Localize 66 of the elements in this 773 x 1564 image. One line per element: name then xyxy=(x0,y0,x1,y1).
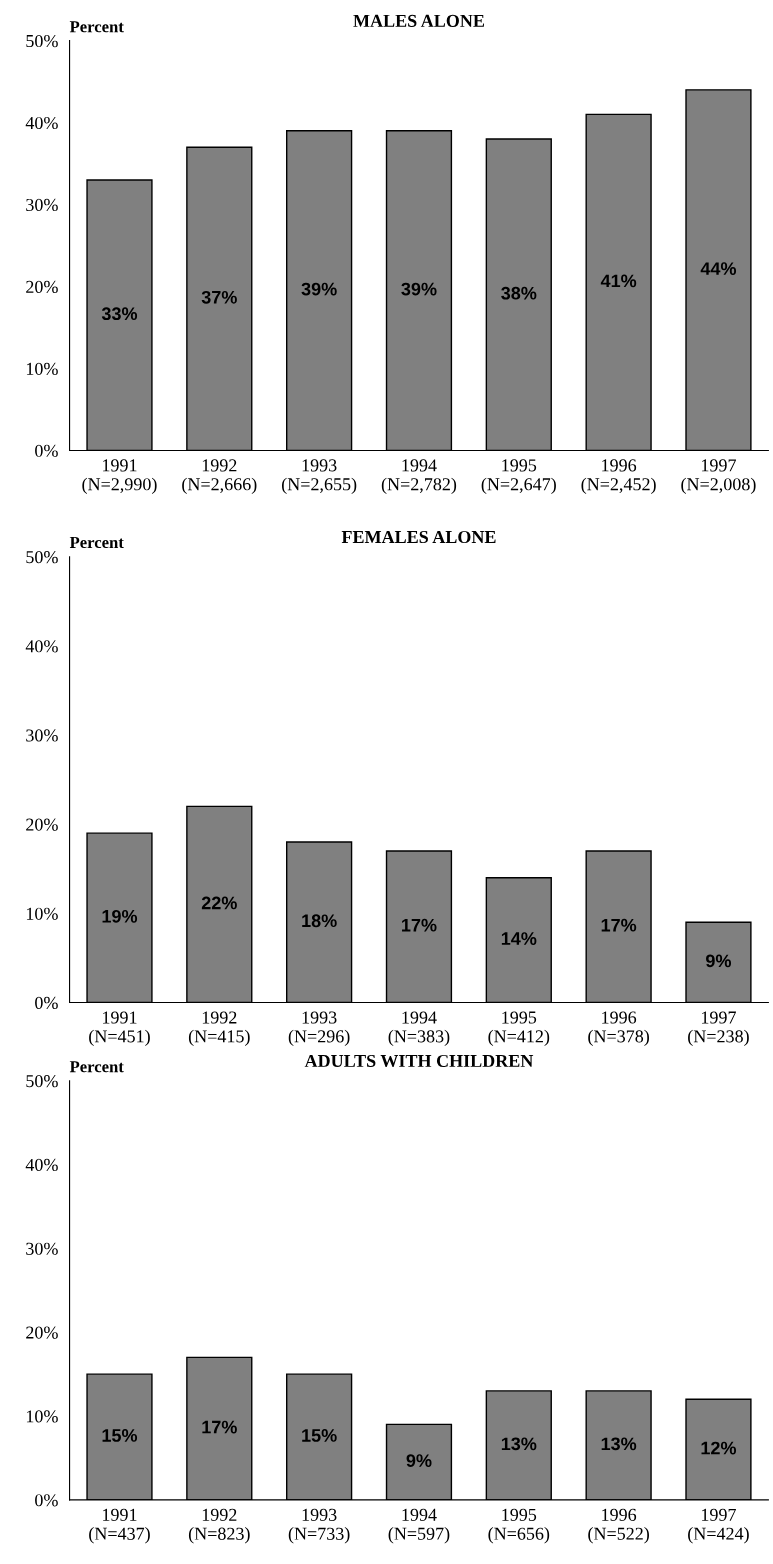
x-tick-label: 1993 (N=2,655) xyxy=(282,459,357,495)
data-label: 39% xyxy=(301,282,337,296)
y-tick-label: 10% xyxy=(26,1410,58,1423)
y-axis-title: Percent xyxy=(69,1061,124,1073)
x-tick-label: 1996 (N=522) xyxy=(588,1508,649,1544)
y-tick-label: 50% xyxy=(26,34,58,48)
x-tick-label: 1995 (N=656) xyxy=(488,1508,550,1544)
chart-title: FEMALES ALONE xyxy=(341,530,496,544)
data-label: 13% xyxy=(501,1437,537,1451)
data-label: 19% xyxy=(102,909,138,923)
x-tick-label: 1997 (N=2,008) xyxy=(681,459,756,495)
y-tick-label: 50% xyxy=(26,1074,58,1088)
x-tick-label: 1996 (N=378) xyxy=(588,1011,649,1047)
y-axis-title: Percent xyxy=(69,21,124,33)
y-tick-label: 20% xyxy=(26,280,58,294)
x-tick-label: 1991 (N=437) xyxy=(89,1508,150,1544)
x-tick-label: 1992 (N=823) xyxy=(188,1508,250,1544)
data-label: 37% xyxy=(201,290,237,304)
x-tick-label: 1993 (N=733) xyxy=(288,1508,350,1544)
data-label: 12% xyxy=(701,1441,737,1455)
data-label: 22% xyxy=(201,896,237,910)
x-tick-label: 1996 (N=2,452) xyxy=(581,459,656,495)
data-label: 15% xyxy=(302,1429,337,1442)
y-tick-label: 40% xyxy=(25,1158,58,1172)
data-label: 44% xyxy=(700,262,737,275)
y-tick-label: 30% xyxy=(26,198,58,212)
y-axis-title: Percent xyxy=(69,536,124,549)
y-tick-label: 40% xyxy=(25,640,58,653)
data-label: 39% xyxy=(401,282,437,296)
y-tick-label: 10% xyxy=(26,362,58,375)
data-label: 9% xyxy=(406,1454,432,1467)
y-tick-label: 40% xyxy=(25,116,58,130)
data-label: 14% xyxy=(501,932,537,945)
y-tick-label: 10% xyxy=(26,907,58,920)
data-label: 18% xyxy=(302,914,337,928)
data-label: 15% xyxy=(102,1429,138,1442)
data-label: 13% xyxy=(601,1437,637,1451)
x-tick-label: 1994 (N=597) xyxy=(388,1508,450,1544)
x-tick-label: 1994 (N=383) xyxy=(388,1011,450,1047)
x-tick-label: 1992 (N=2,666) xyxy=(182,459,257,495)
data-label: 17% xyxy=(202,1420,237,1434)
chart-title: ADULTS WITH CHILDREN xyxy=(304,1054,534,1068)
data-label: 41% xyxy=(600,274,637,288)
x-tick-label: 1997 (N=238) xyxy=(688,1011,749,1047)
chart-title: MALES ALONE xyxy=(353,14,485,27)
y-tick-label: 0% xyxy=(35,444,58,457)
y-tick-label: 20% xyxy=(26,1326,58,1339)
x-tick-label: 1997 (N=424) xyxy=(688,1508,749,1544)
x-tick-label: 1991 (N=451) xyxy=(89,1011,150,1047)
x-tick-label: 1991 (N=2,990) xyxy=(82,459,157,495)
data-label: 17% xyxy=(601,918,637,932)
data-label: 9% xyxy=(706,954,732,968)
x-tick-label: 1994 (N=2,782) xyxy=(381,459,457,495)
data-label: 38% xyxy=(501,286,537,300)
data-label: 17% xyxy=(402,918,437,932)
x-tick-label: 1995 (N=412) xyxy=(488,1011,550,1047)
x-tick-label: 1995 (N=2,647) xyxy=(481,459,556,495)
y-tick-label: 30% xyxy=(26,729,58,742)
x-tick-label: 1992 (N=415) xyxy=(188,1011,250,1047)
y-tick-label: 30% xyxy=(26,1242,58,1255)
y-tick-label: 0% xyxy=(35,996,58,1010)
data-label: 33% xyxy=(101,307,138,321)
y-tick-label: 0% xyxy=(35,1494,58,1507)
x-tick-label: 1993 (N=296) xyxy=(288,1011,350,1047)
y-tick-label: 50% xyxy=(26,551,58,564)
y-tick-label: 20% xyxy=(26,818,58,831)
